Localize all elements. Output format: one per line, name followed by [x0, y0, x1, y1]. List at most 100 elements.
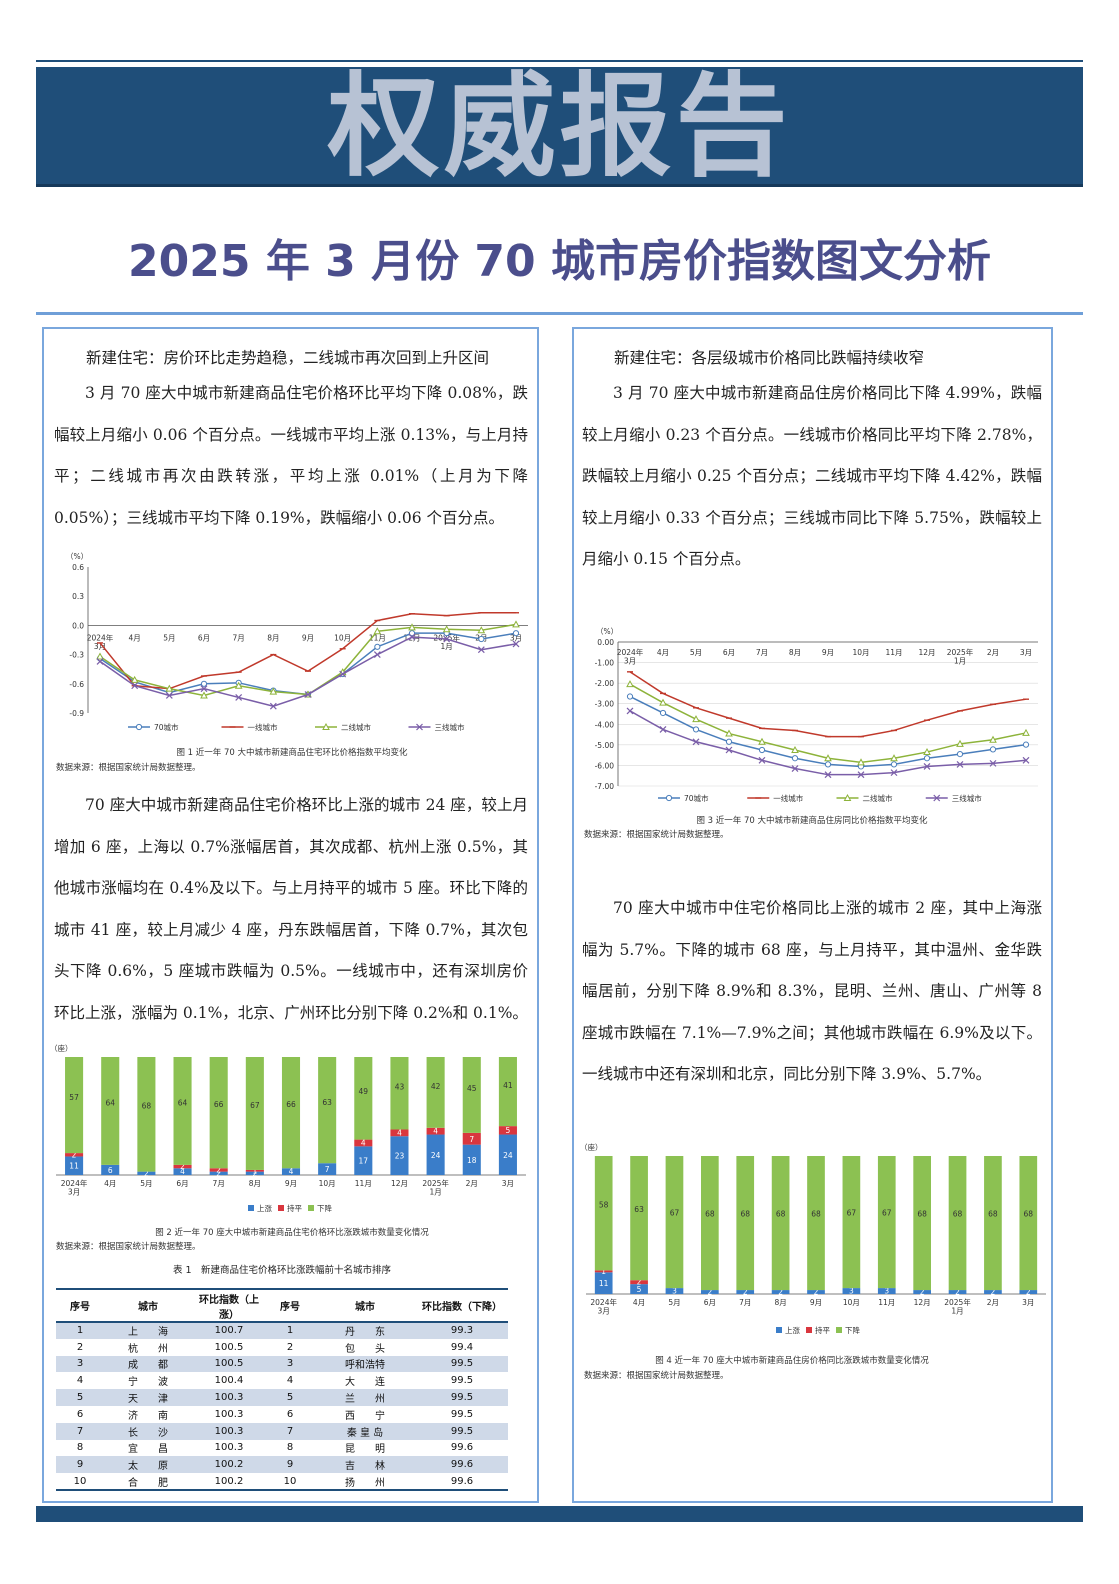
bar-segment: [630, 1284, 648, 1294]
data-label: 2: [180, 1162, 185, 1171]
data-point: [923, 748, 931, 756]
data-label: 58: [599, 1200, 609, 1209]
x-tick-label: 8月: [267, 633, 279, 642]
data-point: [200, 680, 208, 687]
data-label: 66: [214, 1100, 224, 1109]
data-point: [477, 626, 486, 634]
table-cell: 100.3: [192, 1389, 266, 1406]
legend-swatch: [308, 1205, 314, 1211]
y-tick-label: -3.00: [595, 700, 615, 709]
data-point: [408, 630, 416, 637]
data-point: [442, 625, 451, 633]
bar-segment: [771, 1156, 790, 1291]
fig4-source: 数据来源：根据国家统计局数据整理。: [584, 1371, 729, 1381]
data-label: 68: [988, 1209, 998, 1218]
table-cell: 3: [266, 1355, 314, 1373]
data-label: 68: [776, 1209, 786, 1218]
data-point: [933, 794, 941, 802]
table-cell: 扬 州: [314, 1473, 416, 1491]
bar-segment: [877, 1288, 896, 1294]
table-cell: 成 都: [104, 1355, 192, 1373]
data-point: [373, 651, 381, 659]
x-tick-label: 9月: [810, 1298, 822, 1307]
bar-segment: [630, 1280, 648, 1285]
top-rule: [36, 60, 1083, 62]
table-cell: 100.3: [192, 1422, 266, 1440]
legend-swatch: [776, 1327, 782, 1333]
data-label: 2: [637, 1278, 642, 1287]
table-cell: 5: [56, 1389, 104, 1406]
table-cell: 99.5: [450, 1375, 474, 1387]
fig1-source: 数据来源：根据国家统计局数据整理。: [56, 763, 201, 773]
y-tick-label: -5.00: [595, 741, 615, 750]
table-cell: 1: [266, 1322, 314, 1339]
data-point: [692, 738, 700, 746]
table-header-row: 序号 城市 环比指数（上涨） 序号 城市 环比指数（下降）: [56, 1288, 508, 1323]
bar-segment: [701, 1156, 719, 1291]
data-point: [626, 707, 634, 715]
table-cell: 丹 东: [314, 1322, 416, 1339]
x-tick-label: 6月: [176, 1179, 188, 1188]
data-label: 63: [634, 1205, 644, 1214]
data-label: 67: [670, 1208, 680, 1217]
x-tick-label: 1月: [441, 642, 453, 651]
table-cell: 100.5: [214, 1341, 244, 1353]
x-tick-label: 11月: [369, 633, 386, 642]
data-point: [692, 726, 700, 733]
bar-segment: [1019, 1156, 1038, 1291]
data-point: [989, 735, 997, 743]
data-label: 5: [506, 1126, 511, 1135]
data-label: 2: [814, 1288, 819, 1297]
fig3-source: 数据来源：根据国家统计局数据整理。: [584, 830, 729, 840]
table-cell: 99.4: [450, 1341, 474, 1353]
x-tick-label: 1月: [951, 1307, 963, 1316]
data-point: [130, 675, 139, 683]
table-cell: 99.5: [416, 1355, 508, 1373]
table-cell: 长 沙: [104, 1422, 192, 1440]
legend-label: 一线城市: [773, 793, 803, 803]
x-tick-label: 11月: [885, 648, 902, 657]
bar-segment: [771, 1290, 790, 1294]
x-tick-label: 6月: [198, 633, 210, 642]
data-label: 68: [917, 1209, 927, 1218]
bar-segment: [245, 1171, 264, 1175]
data-point: [131, 682, 139, 690]
x-tick-label: 2025年: [944, 1297, 971, 1307]
y-tick-label: 0.3: [72, 592, 84, 601]
data-label: 2: [743, 1288, 748, 1297]
table-cell: 99.5: [416, 1422, 508, 1440]
data-point: [234, 681, 243, 689]
x-tick-label: 5月: [140, 1179, 152, 1188]
data-point: [956, 751, 964, 758]
data-label: 2: [920, 1288, 925, 1297]
table-cell: 99.6: [450, 1442, 474, 1454]
series-line: [629, 683, 1027, 764]
table-cell: 5: [266, 1389, 314, 1406]
table-header: 城市: [104, 1288, 192, 1323]
legend-label: 二线城市: [341, 722, 371, 732]
fig1-caption: 图 1 近一年 70 大中城市新建商品住宅环比价格指数平均变化: [176, 748, 408, 758]
table-cell: 99.6: [416, 1456, 508, 1474]
data-label: 17: [359, 1157, 369, 1166]
data-label: 68: [1024, 1209, 1034, 1218]
data-point: [339, 670, 347, 678]
data-point: [791, 765, 799, 772]
data-label: 2: [72, 1150, 77, 1159]
y-tick-label: -4.00: [595, 720, 615, 729]
bar-segment: [877, 1156, 896, 1289]
data-point: [758, 746, 766, 754]
bar-segment: [65, 1156, 84, 1175]
data-label: 68: [705, 1209, 715, 1218]
bar-segment: [173, 1057, 192, 1165]
data-point: [200, 685, 208, 693]
right-column-panel: [572, 327, 1053, 1503]
table-cell: 合 肥: [104, 1473, 192, 1491]
chart-unit: （座）: [52, 1043, 73, 1053]
table-cell: 8: [286, 1442, 294, 1454]
x-tick-label: 3月: [502, 1179, 514, 1188]
bar-segment: [426, 1134, 445, 1175]
table-cell: 100.3: [214, 1442, 244, 1454]
data-point: [890, 769, 898, 777]
